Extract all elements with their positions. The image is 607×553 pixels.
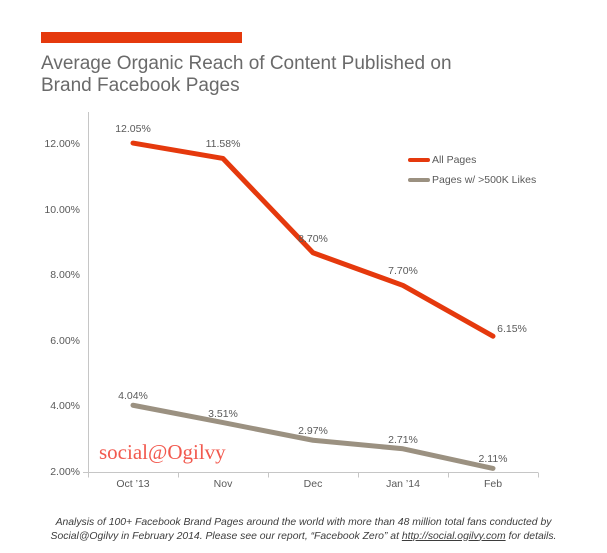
footer-line1: Analysis of 100+ Facebook Brand Pages ar… xyxy=(55,517,552,528)
legend-swatch-all-pages xyxy=(408,157,430,163)
data-label: 7.70% xyxy=(388,265,418,278)
legend-swatch-500k-likes xyxy=(408,177,430,183)
data-label: 4.04% xyxy=(118,390,148,403)
chart-title: Average Organic Reach of Content Publish… xyxy=(41,53,521,96)
y-axis-tick-label: 12.00% xyxy=(44,138,80,151)
y-axis-tick-label: 10.00% xyxy=(44,203,80,216)
legend-label-all-pages: All Pages xyxy=(432,154,477,166)
axis-lines xyxy=(83,112,539,478)
legend-item-500k-likes: Pages w/ >500K Likes xyxy=(408,170,536,190)
legend-item-all-pages: All Pages xyxy=(408,150,536,170)
ogilvy-watermark: social@Ogilvy xyxy=(99,440,226,464)
y-axis-tick-label: 4.00% xyxy=(50,400,80,413)
chart-title-line1: Average Organic Reach of Content Publish… xyxy=(41,53,452,74)
data-label: 2.71% xyxy=(388,433,418,446)
y-axis-tick-label: 8.00% xyxy=(50,269,80,282)
data-label: 12.05% xyxy=(115,123,151,136)
plot-area xyxy=(83,112,539,478)
footer-line2-before: Social@Ogilvy in February 2014. Please s… xyxy=(50,530,402,542)
x-axis-tick-label: Dec xyxy=(303,478,323,490)
legend-label-500k-likes: Pages w/ >500K Likes xyxy=(432,174,537,186)
chart-title-line2: Brand Facebook Pages xyxy=(41,74,240,96)
x-axis-tick-label: Nov xyxy=(213,478,233,490)
series-line-all-pages xyxy=(130,140,496,339)
footer-link[interactable]: http://social.ogilvy.com xyxy=(401,530,506,542)
data-label: 6.15% xyxy=(497,323,527,336)
footer-line2-after: for details. xyxy=(505,530,557,542)
y-axis-tick-label: 6.00% xyxy=(50,334,80,347)
footer-note: Analysis of 100+ Facebook Brand Pages ar… xyxy=(43,516,564,543)
series-line-500k-likes xyxy=(130,402,496,471)
footer-line2: Social@Ogilvy in February 2014. Please s… xyxy=(43,530,564,544)
data-label: 2.11% xyxy=(478,453,508,466)
y-axis-tick-label: 2.00% xyxy=(50,465,80,478)
data-label: 2.97% xyxy=(298,425,328,438)
x-axis-tick-label: Feb xyxy=(483,478,503,490)
accent-bar xyxy=(41,32,242,43)
x-axis-tick-label: Oct ’13 xyxy=(116,478,150,490)
data-label: 3.51% xyxy=(208,407,238,420)
data-label: 11.58% xyxy=(205,138,241,151)
x-axis-tick-label: Jan ’14 xyxy=(386,478,420,490)
legend: All Pages Pages w/ >500K Likes xyxy=(408,150,536,190)
data-label: 8.70% xyxy=(298,232,328,245)
